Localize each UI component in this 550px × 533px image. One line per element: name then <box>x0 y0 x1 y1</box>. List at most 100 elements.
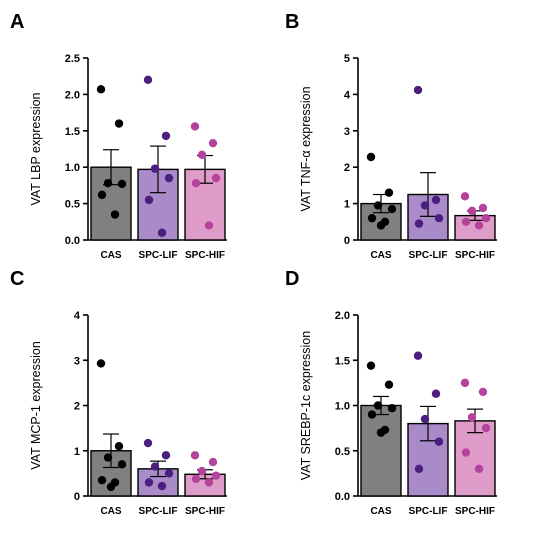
data-point <box>461 217 471 226</box>
data-point <box>481 213 491 223</box>
data-point <box>387 404 397 413</box>
bar-cas <box>360 404 402 497</box>
data-point <box>204 221 214 230</box>
data-point <box>420 201 430 210</box>
data-point <box>413 351 423 360</box>
data-point <box>117 460 127 469</box>
data-point <box>103 179 113 188</box>
y-axis-title: VAT LBP expression <box>29 92 43 205</box>
data-point <box>117 179 127 189</box>
x-category-label: SPC-HIF <box>455 250 495 261</box>
data-point <box>157 481 167 491</box>
y-tick-label: 1.0 <box>335 401 350 413</box>
data-point <box>414 219 424 228</box>
data-point <box>481 423 491 433</box>
y-tick-label: 0 <box>74 491 80 503</box>
data-point <box>461 448 471 457</box>
data-point <box>373 401 383 410</box>
y-axis-title: VAT TNF-α expression <box>299 86 313 211</box>
y-tick-label: 2.0 <box>65 89 80 101</box>
data-point <box>106 482 116 492</box>
y-tick-label: 3 <box>74 355 80 367</box>
y-tick-label: 0.0 <box>65 235 80 247</box>
bar-spc-hif <box>454 420 496 497</box>
data-point <box>431 195 441 205</box>
data-point <box>431 389 441 398</box>
data-point <box>384 380 394 389</box>
data-point <box>467 206 477 216</box>
x-category-label: CAS <box>370 250 391 261</box>
data-point <box>478 387 488 397</box>
data-point <box>150 462 160 471</box>
data-point <box>208 138 218 148</box>
data-point <box>143 438 153 448</box>
data-point <box>150 164 160 173</box>
y-tick-label: 2.5 <box>65 53 80 65</box>
data-point <box>97 475 107 485</box>
y-axis-title: VAT SREBP-1c expression <box>299 331 313 480</box>
data-point <box>190 451 200 460</box>
data-point <box>191 179 201 188</box>
y-tick-label: 0.0 <box>335 491 350 503</box>
y-tick-label: 0.5 <box>65 199 80 211</box>
data-point <box>373 201 383 210</box>
y-tick-label: 0 <box>344 235 350 247</box>
data-point <box>474 464 484 474</box>
panel-letter: C <box>10 268 24 290</box>
data-point <box>367 410 377 419</box>
y-tick-label: 1 <box>74 446 80 458</box>
data-point <box>460 192 470 201</box>
data-point <box>161 131 171 141</box>
y-tick-label: 1.5 <box>335 355 350 367</box>
y-tick-label: 1.5 <box>65 126 80 138</box>
x-category-label: CAS <box>100 506 121 517</box>
data-point <box>197 466 207 476</box>
data-point <box>366 361 376 370</box>
x-category-label: SPC-LIF <box>409 506 448 517</box>
data-point <box>191 474 201 484</box>
x-category-label: SPC-LIF <box>139 506 178 517</box>
data-point <box>366 152 376 162</box>
data-point <box>164 173 174 183</box>
x-category-label: CAS <box>370 506 391 517</box>
data-point <box>197 150 207 160</box>
x-category-label: CAS <box>100 250 121 261</box>
data-point <box>367 213 377 223</box>
data-point <box>97 190 107 200</box>
data-point <box>110 210 120 219</box>
data-point <box>144 478 154 487</box>
data-point <box>164 469 174 478</box>
data-point <box>204 478 214 487</box>
data-point <box>376 221 386 230</box>
x-category-label: SPC-LIF <box>139 250 178 261</box>
data-point <box>414 464 424 474</box>
data-point <box>103 453 113 462</box>
y-tick-label: 2.0 <box>335 310 350 322</box>
data-point <box>376 428 386 437</box>
data-point <box>114 119 124 128</box>
y-tick-label: 0.5 <box>335 446 350 458</box>
y-tick-label: 2 <box>74 401 80 413</box>
y-tick-label: 4 <box>344 89 351 101</box>
data-point <box>434 213 444 223</box>
data-point <box>144 195 154 205</box>
data-point <box>460 378 470 388</box>
y-tick-label: 1.0 <box>65 162 80 174</box>
data-point <box>434 437 444 446</box>
data-point <box>208 457 218 467</box>
data-point <box>413 85 423 95</box>
data-point <box>467 413 477 422</box>
data-point <box>190 122 200 131</box>
data-point <box>384 188 394 197</box>
x-category-label: SPC-HIF <box>185 250 225 261</box>
data-point <box>114 442 124 451</box>
panel-letter: D <box>285 268 299 290</box>
y-tick-label: 2 <box>344 162 350 174</box>
data-point <box>96 85 106 94</box>
data-point <box>157 228 167 237</box>
data-point <box>211 471 221 480</box>
x-category-label: SPC-HIF <box>185 506 225 517</box>
data-point <box>211 173 221 183</box>
